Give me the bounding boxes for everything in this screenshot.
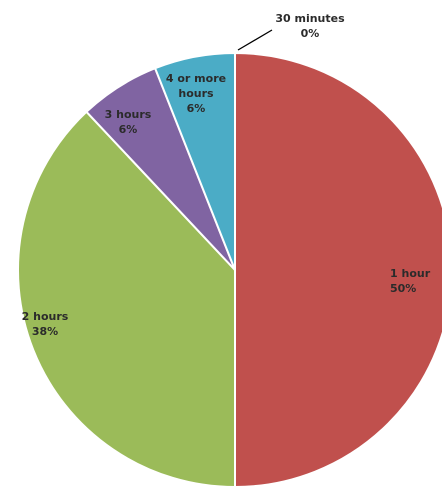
pie-slices bbox=[17, 51, 442, 487]
data-label-1-hour: 1 hour 50% bbox=[390, 267, 431, 295]
pie-slice-1-hour bbox=[234, 51, 442, 487]
pie-labels: 30 minutes 0% 1 hour 50% 2 hours 38% 3 hours 6%… bbox=[22, 12, 431, 338]
pie-slice-4-or-more-hours bbox=[153, 51, 236, 271]
data-label-2-hours: 2 hours 38% bbox=[22, 310, 69, 338]
leader-line-30-minutes bbox=[237, 29, 273, 51]
data-label-30-minutes: 30 minutes 0% bbox=[275, 12, 345, 40]
data-label-3-hours: 3 hours 6% bbox=[105, 108, 152, 136]
pie-slice-2-hours bbox=[17, 110, 236, 487]
data-label-4-or-more-hours: 4 or more hours 6% bbox=[166, 72, 226, 115]
